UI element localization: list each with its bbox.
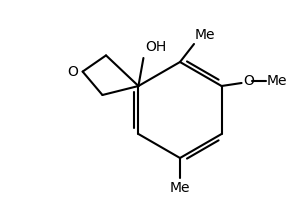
Text: Me: Me <box>170 181 190 195</box>
Text: O: O <box>67 65 78 79</box>
Text: O: O <box>244 74 254 88</box>
Text: Me: Me <box>195 28 215 42</box>
Text: Me: Me <box>267 74 287 88</box>
Text: OH: OH <box>146 40 167 54</box>
